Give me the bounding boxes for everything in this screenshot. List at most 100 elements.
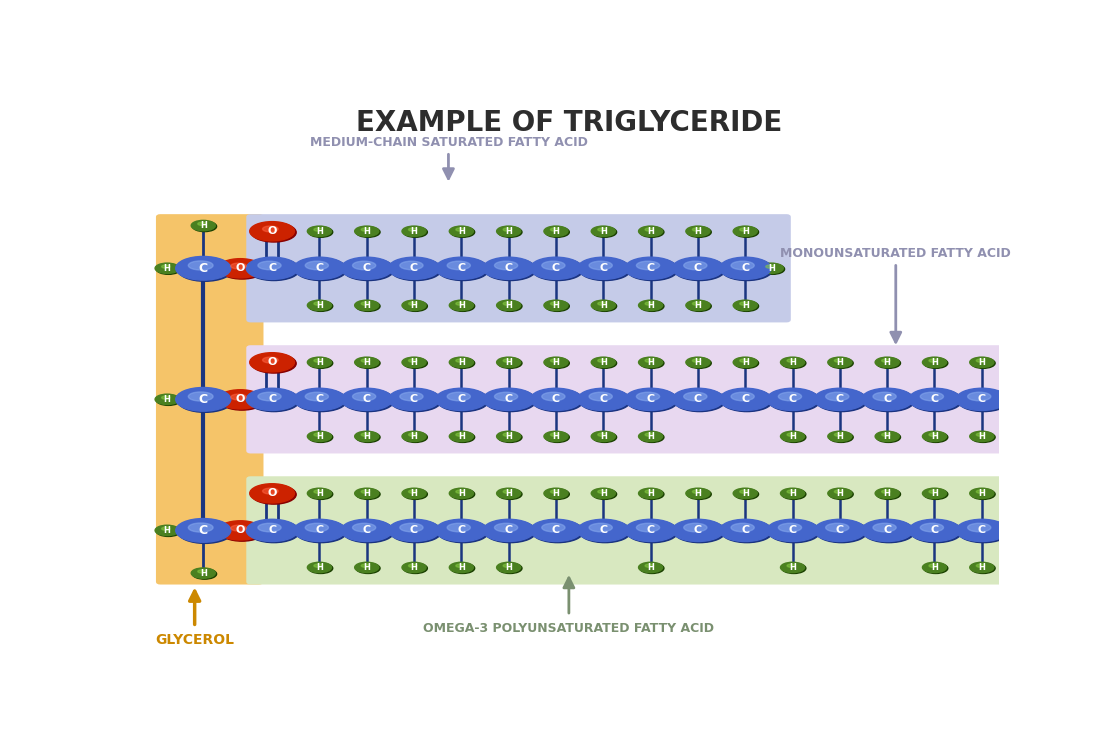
Ellipse shape — [735, 301, 758, 312]
Ellipse shape — [402, 431, 426, 442]
Ellipse shape — [450, 562, 473, 573]
Ellipse shape — [503, 433, 512, 437]
Ellipse shape — [388, 519, 440, 542]
Ellipse shape — [246, 519, 297, 542]
Ellipse shape — [545, 489, 569, 500]
Ellipse shape — [1064, 431, 1089, 442]
Ellipse shape — [687, 358, 712, 369]
Ellipse shape — [1071, 564, 1079, 568]
Ellipse shape — [388, 388, 440, 411]
FancyBboxPatch shape — [246, 214, 790, 323]
Ellipse shape — [826, 392, 849, 401]
Ellipse shape — [968, 523, 991, 532]
Ellipse shape — [341, 388, 393, 411]
Ellipse shape — [456, 433, 464, 437]
Ellipse shape — [929, 490, 938, 494]
Ellipse shape — [314, 228, 322, 231]
Text: H: H — [200, 568, 206, 578]
Ellipse shape — [451, 489, 475, 500]
Ellipse shape — [970, 431, 993, 442]
Ellipse shape — [674, 389, 726, 411]
Ellipse shape — [353, 261, 376, 269]
Ellipse shape — [450, 488, 473, 499]
Ellipse shape — [408, 433, 417, 437]
Ellipse shape — [835, 359, 842, 362]
Ellipse shape — [1018, 489, 1042, 500]
Ellipse shape — [872, 523, 896, 532]
Text: H: H — [411, 301, 417, 310]
Ellipse shape — [157, 395, 181, 406]
Ellipse shape — [192, 569, 216, 579]
Ellipse shape — [307, 357, 332, 368]
Ellipse shape — [739, 490, 748, 494]
Ellipse shape — [625, 388, 676, 411]
Ellipse shape — [545, 432, 569, 443]
Text: C: C — [741, 263, 749, 273]
Ellipse shape — [498, 432, 522, 443]
Ellipse shape — [503, 564, 512, 568]
Text: H: H — [837, 358, 844, 367]
Ellipse shape — [532, 520, 584, 542]
Ellipse shape — [178, 519, 232, 543]
Text: H: H — [695, 301, 702, 310]
Text: H: H — [647, 432, 654, 441]
Ellipse shape — [593, 432, 617, 443]
Ellipse shape — [787, 359, 796, 362]
Text: H: H — [647, 358, 654, 367]
Ellipse shape — [1018, 358, 1042, 369]
Text: C: C — [199, 393, 208, 406]
Ellipse shape — [958, 520, 1009, 542]
Text: C: C — [1025, 394, 1033, 404]
Ellipse shape — [191, 568, 215, 579]
Ellipse shape — [456, 302, 464, 305]
Ellipse shape — [638, 300, 663, 311]
Text: C: C — [836, 394, 844, 404]
Ellipse shape — [780, 488, 805, 499]
Ellipse shape — [875, 431, 899, 442]
Ellipse shape — [220, 391, 264, 410]
Text: H: H — [1026, 432, 1032, 441]
Ellipse shape — [778, 392, 801, 401]
Ellipse shape — [977, 564, 985, 568]
Ellipse shape — [1052, 520, 1104, 542]
Ellipse shape — [451, 358, 475, 369]
Ellipse shape — [828, 431, 851, 442]
Ellipse shape — [1017, 357, 1041, 368]
Ellipse shape — [307, 562, 332, 573]
Text: C: C — [599, 394, 607, 404]
Text: C: C — [505, 394, 513, 404]
Ellipse shape — [353, 523, 376, 532]
Ellipse shape — [258, 523, 281, 532]
Ellipse shape — [544, 357, 568, 368]
Text: H: H — [741, 226, 748, 236]
Ellipse shape — [693, 228, 700, 231]
Ellipse shape — [252, 223, 296, 242]
Ellipse shape — [361, 302, 370, 305]
Ellipse shape — [739, 228, 748, 231]
Ellipse shape — [307, 226, 332, 237]
Ellipse shape — [924, 432, 948, 443]
Ellipse shape — [532, 389, 584, 411]
Ellipse shape — [1018, 563, 1042, 574]
Ellipse shape — [686, 488, 710, 499]
Ellipse shape — [1071, 359, 1079, 362]
Ellipse shape — [693, 490, 700, 494]
Ellipse shape — [719, 388, 771, 411]
Text: H: H — [789, 358, 796, 367]
Ellipse shape — [494, 523, 517, 532]
Ellipse shape — [626, 389, 678, 411]
Ellipse shape — [787, 490, 796, 494]
Ellipse shape — [579, 520, 630, 542]
Ellipse shape — [356, 227, 380, 238]
Ellipse shape — [355, 300, 379, 311]
Ellipse shape — [496, 488, 521, 499]
Text: H: H — [789, 489, 796, 498]
Text: O: O — [268, 226, 276, 236]
Ellipse shape — [958, 389, 1009, 411]
Ellipse shape — [638, 431, 663, 442]
Ellipse shape — [968, 392, 991, 401]
Ellipse shape — [673, 258, 724, 280]
Ellipse shape — [456, 564, 464, 568]
Ellipse shape — [639, 301, 664, 312]
Ellipse shape — [218, 521, 263, 540]
